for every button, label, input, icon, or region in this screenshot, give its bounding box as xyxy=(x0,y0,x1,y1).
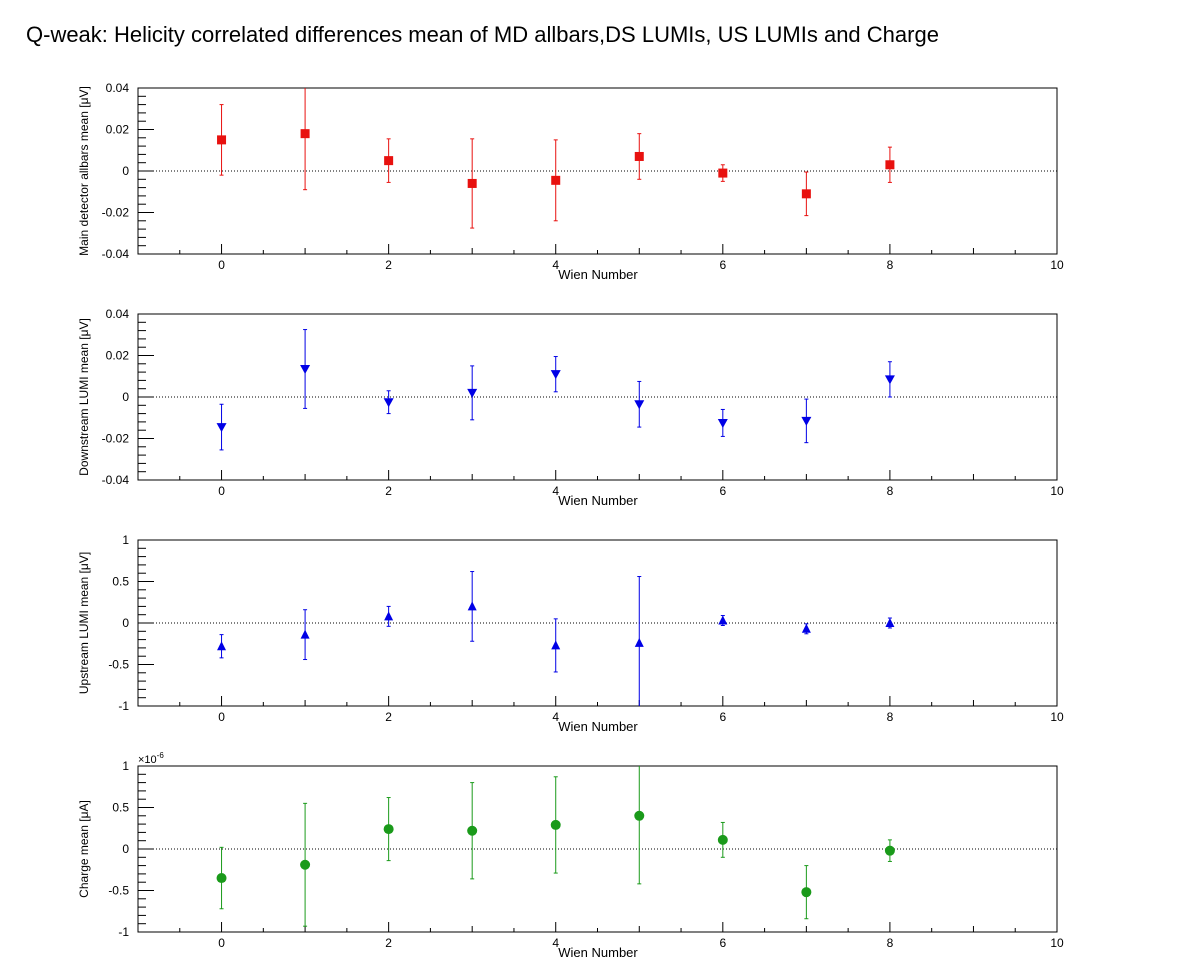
x-tick-label: 0 xyxy=(218,258,225,272)
x-tick-label: 4 xyxy=(552,710,559,724)
y-axis-label: Downstream LUMI mean [μV] xyxy=(77,318,91,476)
x-tick-label: 8 xyxy=(887,936,894,950)
data-point xyxy=(216,873,227,884)
y-tick-label: 0 xyxy=(122,164,129,178)
data-point xyxy=(718,615,728,625)
x-tick-label: 6 xyxy=(719,484,726,498)
y-axis-label: Main detector allbars mean [μV] xyxy=(77,86,91,256)
data-point xyxy=(384,611,394,621)
x-tick-label: 0 xyxy=(218,484,225,498)
y-tick-label: 1 xyxy=(122,759,129,773)
x-tick-label: 8 xyxy=(887,710,894,724)
data-point xyxy=(300,629,310,639)
y-tick-label: 1 xyxy=(122,533,129,547)
y-tick-label: -0.5 xyxy=(108,658,129,672)
data-point xyxy=(300,364,311,374)
x-axis-label: Wien Number xyxy=(558,945,638,960)
data-point xyxy=(300,859,311,870)
data-point xyxy=(634,151,644,161)
y-tick-label: 0.5 xyxy=(112,801,129,815)
data-point xyxy=(216,423,227,433)
data-point xyxy=(717,834,728,845)
data-point xyxy=(634,810,645,821)
data-point xyxy=(885,160,895,170)
x-tick-label: 10 xyxy=(1050,710,1064,724)
y-tick-label: 0 xyxy=(122,842,129,856)
data-point xyxy=(383,398,394,408)
y-tick-label: 0.5 xyxy=(112,575,129,589)
y-tick-label: -0.04 xyxy=(102,247,130,261)
chart-panel-1: 0 2 4 6 8 10 -0.04 -0.02 0 0.02 0.04 Wien Number Mai… xyxy=(77,81,1064,282)
y-axis-label: Upstream LUMI mean [μV] xyxy=(77,552,91,694)
y-tick-label: 0 xyxy=(122,390,129,404)
data-point xyxy=(383,824,394,835)
data-point xyxy=(467,601,477,611)
data-point xyxy=(801,416,812,426)
y-tick-label: -0.5 xyxy=(108,884,129,898)
data-point xyxy=(551,640,561,650)
y-tick-label: -1 xyxy=(118,925,129,939)
data-point xyxy=(467,388,478,398)
x-tick-label: 8 xyxy=(887,484,894,498)
chart-panel-4: 0 2 4 6 8 10 -1 -0.5 0 0.5 1 Wien Number Charge mean… xyxy=(77,751,1064,960)
x-tick-label: 6 xyxy=(719,936,726,950)
x-tick-label: 0 xyxy=(218,936,225,950)
data-point xyxy=(467,825,478,836)
y-tick-label: -0.02 xyxy=(102,432,130,446)
y-tick-label: -1 xyxy=(118,699,129,713)
data-point xyxy=(634,400,645,410)
x-tick-label: 6 xyxy=(719,258,726,272)
y-tick-label: -0.02 xyxy=(102,206,130,220)
y-axis-label: Charge mean [μA] xyxy=(77,800,91,898)
data-point xyxy=(634,637,644,647)
y-tick-label: 0.04 xyxy=(106,81,130,95)
data-point xyxy=(217,641,227,651)
data-point xyxy=(217,135,227,145)
data-point xyxy=(550,819,561,830)
x-tick-label: 4 xyxy=(552,936,559,950)
data-point xyxy=(884,375,895,385)
x-axis-label: Wien Number xyxy=(558,493,638,508)
x-tick-label: 2 xyxy=(385,936,392,950)
y-tick-label: -0.04 xyxy=(102,473,130,487)
data-point xyxy=(801,887,812,898)
data-point xyxy=(300,129,310,139)
x-tick-label: 4 xyxy=(552,484,559,498)
data-point xyxy=(885,618,895,627)
data-point xyxy=(801,623,811,633)
chart-panel-3: 0 2 4 6 8 10 -1 -0.5 0 0.5 1 Wien Number Upstream LU… xyxy=(77,533,1064,734)
x-tick-label: 8 xyxy=(887,258,894,272)
y-tick-label: 0.04 xyxy=(106,307,130,321)
y-tick-label: 0 xyxy=(122,616,129,630)
data-point xyxy=(801,189,811,199)
x-tick-label: 10 xyxy=(1050,258,1064,272)
axis-multiplier: ×10-6 xyxy=(138,751,164,766)
x-tick-label: 6 xyxy=(719,710,726,724)
y-tick-label: 0.02 xyxy=(106,349,130,363)
chart-panel-2: 0 2 4 6 8 10 -0.04 -0.02 0 0.02 0.04 Wien Number Dow… xyxy=(77,307,1064,508)
x-axis-label: Wien Number xyxy=(558,267,638,282)
data-point xyxy=(717,418,728,428)
data-point xyxy=(884,845,895,856)
x-tick-label: 10 xyxy=(1050,484,1064,498)
page-title: Q-weak: Helicity correlated differences … xyxy=(26,22,939,47)
x-tick-label: 2 xyxy=(385,484,392,498)
data-point xyxy=(467,178,477,188)
x-tick-label: 10 xyxy=(1050,936,1064,950)
data-point xyxy=(551,175,561,185)
data-point xyxy=(384,156,394,166)
x-tick-label: 0 xyxy=(218,710,225,724)
x-axis-label: Wien Number xyxy=(558,719,638,734)
x-tick-label: 2 xyxy=(385,710,392,724)
data-point xyxy=(718,168,728,178)
x-tick-label: 4 xyxy=(552,258,559,272)
data-point xyxy=(550,370,561,380)
y-tick-label: 0.02 xyxy=(106,123,130,137)
x-tick-label: 2 xyxy=(385,258,392,272)
